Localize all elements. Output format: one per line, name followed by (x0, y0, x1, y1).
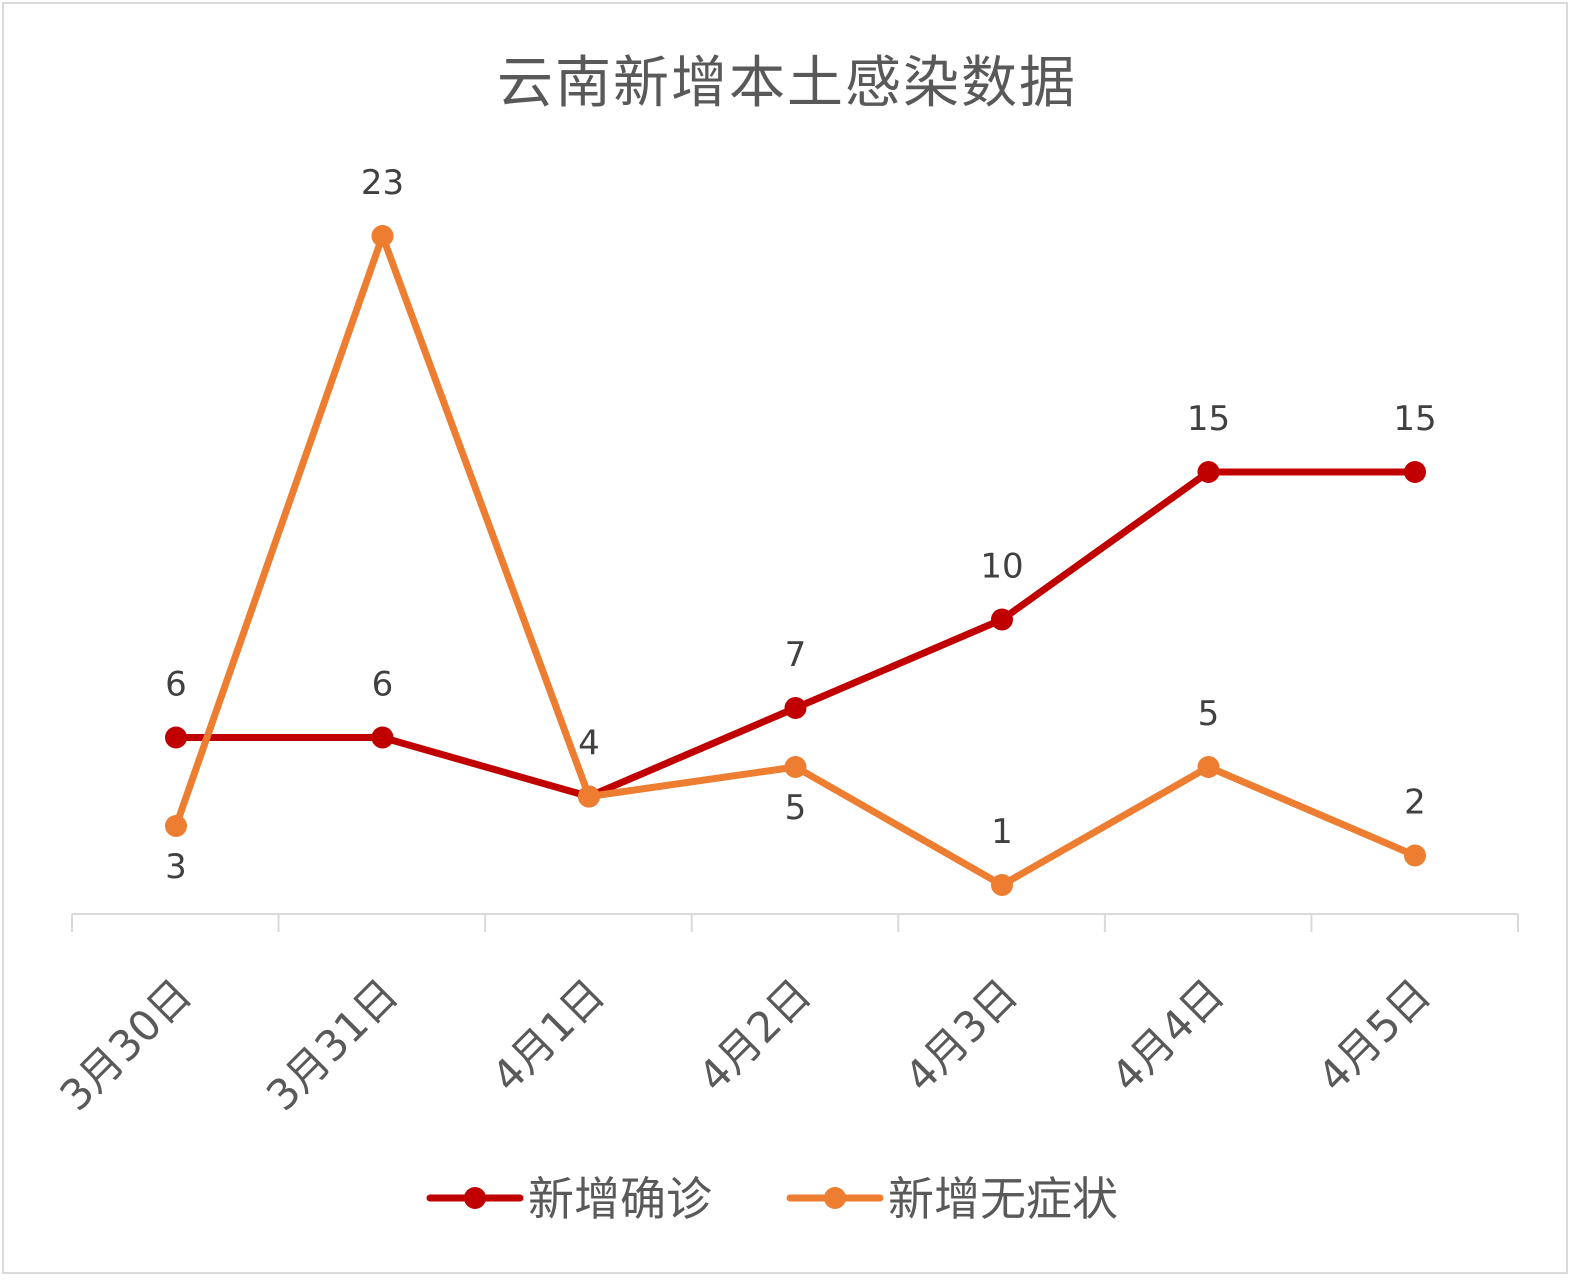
series-0-point (165, 726, 187, 749)
series-0-data-label: 6 (165, 665, 187, 705)
x-tick-label: 4月2日 (689, 969, 821, 1101)
legend-marker-1 (824, 1187, 846, 1209)
chart-title: 云南新增本土感染数据 (497, 51, 1077, 116)
series-0-point (991, 608, 1013, 631)
series-0-point (371, 726, 394, 749)
series-0-point (1197, 461, 1220, 483)
series-1-point (578, 785, 600, 808)
legend-label-1: 新增无症状 (888, 1172, 1118, 1226)
series-1-point (371, 225, 394, 247)
series-1-data-label: 1 (991, 812, 1013, 852)
series-0-data-label: 6 (372, 665, 394, 705)
series-1-data-label: 5 (785, 788, 807, 828)
series-1-point (784, 756, 807, 778)
x-tick-label: 3月30日 (50, 969, 201, 1120)
series-0-data-label: 15 (1393, 399, 1436, 439)
series-0-point (784, 697, 807, 719)
x-tick-label: 4月5日 (1308, 969, 1440, 1101)
series-1-data-label: 3 (165, 847, 187, 887)
series-1-point (1404, 844, 1426, 867)
series-1-point (1197, 756, 1220, 778)
x-tick-label: 4月3日 (895, 969, 1027, 1101)
legend-label-0: 新增确诊 (528, 1172, 712, 1226)
x-axis: 3月30日 3月31日 4月1日 4月2日 4月3日 4月4日 4月5日 (50, 913, 1519, 1120)
series-1-point (991, 874, 1013, 896)
series-layer (165, 225, 1426, 896)
legend: 新增确诊 新增无症状 (426, 1172, 1118, 1226)
series-0-point (1404, 461, 1426, 483)
series-0-data-label: 15 (1187, 399, 1230, 439)
series-1-data-label: 23 (361, 163, 404, 203)
legend-marker-0 (464, 1187, 486, 1209)
x-tick-label: 3月31日 (257, 969, 408, 1120)
series-1-point (165, 815, 187, 837)
series-0-data-label: 4 (578, 724, 600, 764)
x-tick-label: 4月1日 (482, 969, 614, 1101)
series-0-data-label: 7 (785, 635, 807, 675)
series-1-data-label: 2 (1404, 783, 1426, 823)
x-tick-label: 4月4日 (1102, 969, 1234, 1101)
series-1-data-label: 5 (1198, 694, 1220, 734)
series-0-data-label: 10 (980, 547, 1023, 587)
